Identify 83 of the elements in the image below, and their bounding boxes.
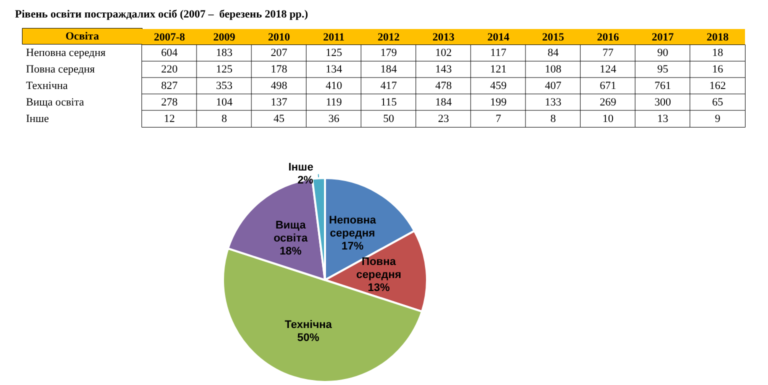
data-label: 16	[712, 64, 724, 76]
x-tick-label: 2017	[652, 32, 674, 44]
x-tick-label: 2007-8	[154, 32, 186, 44]
slice-label: Неповна середня	[329, 214, 377, 240]
data-label: 278	[161, 96, 178, 108]
y-tick-label: Вища освіта	[26, 96, 84, 108]
y-tick-label: Технічна	[26, 80, 68, 92]
data-label: 220	[161, 64, 178, 76]
data-label: 124	[600, 64, 617, 76]
data-label: 137	[270, 96, 288, 108]
data-label: 9	[714, 112, 721, 125]
data-label: 300	[654, 96, 672, 108]
data-label: 125	[326, 47, 343, 60]
data-label: 117	[490, 47, 507, 60]
x-tick-label: 2009	[213, 32, 236, 44]
data-label: 407	[544, 80, 562, 92]
x-tick-label: 2010	[268, 32, 291, 44]
data-label: 50	[383, 112, 395, 125]
x-tick-label: 2014	[487, 32, 510, 44]
data-label: 199	[490, 96, 508, 108]
data-label: 102	[435, 47, 452, 60]
data-label: 17%	[341, 240, 364, 253]
data-label: 77	[602, 47, 614, 60]
data-label: 23	[438, 112, 450, 125]
data-label: 162	[709, 80, 726, 92]
data-label: 8	[221, 112, 228, 125]
data-label: 36	[328, 112, 340, 125]
data-label: 761	[654, 80, 672, 92]
data-label: 115	[380, 96, 398, 108]
chart-title: Рівень освіти постраждалих осіб (2007 – березень 2018 рр.)	[15, 8, 308, 20]
x-tick-label: 2018	[706, 32, 730, 44]
data-label: 7	[496, 112, 502, 125]
x-tick-label: 2012	[378, 32, 400, 44]
data-label: 134	[326, 64, 343, 76]
data-label: 90	[657, 47, 669, 60]
data-label: 18	[712, 47, 724, 60]
data-label: 50%	[297, 332, 320, 344]
data-label: 178	[270, 64, 288, 76]
x-tick-label: 2013	[432, 32, 455, 44]
data-label: 95	[657, 64, 669, 76]
data-label: 184	[380, 64, 398, 76]
data-label: 2%	[297, 174, 314, 187]
data-label: 119	[326, 96, 342, 108]
slice-label: Технічна	[284, 318, 333, 331]
data-label: 12	[164, 112, 175, 125]
data-label: 108	[544, 64, 562, 76]
data-label: 143	[435, 64, 452, 76]
data-label: 183	[216, 47, 233, 60]
y-tick-label: Неповна середня	[26, 47, 106, 60]
data-label: 125	[216, 64, 233, 76]
slice-label: Інше	[288, 162, 314, 174]
x-tick-label: 2015	[542, 32, 565, 44]
data-label: 269	[600, 96, 617, 108]
data-label: 84	[548, 47, 560, 60]
data-label: 459	[490, 80, 508, 92]
data-label: 417	[380, 80, 398, 92]
data-label: 13%	[368, 282, 390, 294]
data-label: 604	[161, 47, 178, 60]
data-label: 478	[435, 80, 452, 92]
data-label: 65	[712, 96, 724, 108]
x-tick-label: 2011	[323, 32, 345, 44]
data-label: 671	[600, 80, 616, 92]
data-label: 8	[550, 112, 556, 125]
data-label: 179	[380, 47, 398, 60]
data-label: 13	[657, 112, 669, 125]
data-label: 121	[490, 64, 507, 76]
data-label: 207	[270, 47, 288, 60]
data-label: 498	[270, 80, 288, 92]
x-tick-label: 2016	[596, 32, 620, 44]
data-label: 10	[602, 112, 614, 125]
data-label: 410	[326, 80, 343, 92]
data-label: 827	[161, 80, 178, 92]
data-label: 184	[435, 96, 452, 108]
data-label: 353	[216, 80, 233, 92]
slice-label: Вища освіта	[274, 219, 308, 244]
y-tick-label: Інше	[26, 112, 50, 125]
data-label: 133	[544, 96, 562, 108]
slice-label: Повна середня	[356, 256, 402, 281]
y-axis-title: Освіта	[66, 30, 100, 42]
data-label: 18%	[280, 245, 302, 258]
data-label: 45	[274, 112, 286, 125]
y-tick-label: Повна середня	[26, 64, 95, 76]
data-label: 104	[216, 96, 233, 108]
